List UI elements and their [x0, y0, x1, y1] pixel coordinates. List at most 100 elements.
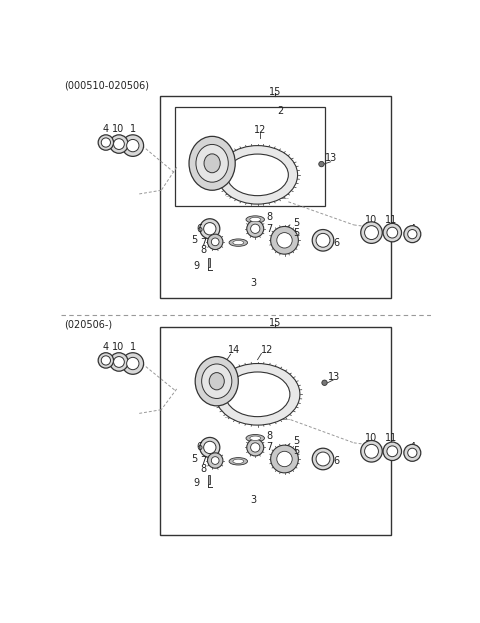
Text: 3: 3	[251, 495, 257, 505]
Text: 8: 8	[266, 431, 272, 441]
Text: 14: 14	[228, 345, 240, 355]
Ellipse shape	[127, 140, 139, 152]
Text: 9: 9	[193, 260, 199, 271]
Ellipse shape	[383, 442, 402, 460]
Text: 13: 13	[328, 373, 341, 383]
Bar	[175, 107, 325, 206]
Ellipse shape	[361, 440, 382, 462]
Ellipse shape	[387, 227, 398, 238]
Ellipse shape	[233, 240, 244, 245]
Ellipse shape	[404, 226, 421, 242]
Ellipse shape	[211, 457, 219, 464]
Text: (000510-020506): (000510-020506)	[64, 80, 149, 90]
Ellipse shape	[189, 136, 235, 190]
Text: 5: 5	[192, 454, 198, 464]
Text: 10: 10	[112, 123, 124, 134]
Text: 6: 6	[196, 224, 202, 234]
Ellipse shape	[316, 234, 330, 247]
Ellipse shape	[277, 451, 292, 467]
Text: 7: 7	[201, 456, 207, 466]
Text: 8: 8	[201, 464, 207, 474]
Ellipse shape	[250, 217, 261, 222]
Text: 8: 8	[201, 245, 207, 255]
Text: 12: 12	[262, 345, 274, 355]
Ellipse shape	[211, 238, 219, 245]
Bar	[208, 258, 210, 267]
Bar	[160, 327, 391, 535]
Ellipse shape	[408, 448, 417, 457]
Ellipse shape	[217, 146, 298, 204]
Ellipse shape	[251, 443, 260, 452]
Ellipse shape	[404, 444, 421, 461]
Ellipse shape	[365, 444, 378, 459]
Ellipse shape	[408, 229, 417, 239]
Text: 8: 8	[266, 212, 272, 222]
Ellipse shape	[215, 363, 300, 425]
Text: 1: 1	[130, 123, 136, 134]
Ellipse shape	[251, 224, 260, 234]
Ellipse shape	[207, 234, 223, 250]
Ellipse shape	[209, 373, 224, 390]
Ellipse shape	[98, 353, 114, 368]
Text: 6: 6	[334, 237, 340, 247]
Ellipse shape	[202, 364, 232, 399]
Ellipse shape	[98, 135, 114, 150]
Bar	[160, 97, 391, 298]
Ellipse shape	[250, 436, 261, 440]
Text: 4: 4	[103, 343, 109, 353]
Ellipse shape	[246, 434, 264, 442]
Ellipse shape	[200, 219, 220, 239]
Ellipse shape	[196, 145, 228, 182]
Text: 7: 7	[201, 237, 207, 247]
Text: 9: 9	[193, 478, 199, 488]
Text: 12: 12	[253, 125, 266, 135]
Text: 6: 6	[196, 442, 202, 452]
Ellipse shape	[229, 239, 248, 246]
Text: 5: 5	[293, 446, 299, 456]
Text: 4: 4	[103, 123, 109, 134]
Ellipse shape	[312, 229, 334, 251]
Ellipse shape	[271, 445, 299, 473]
Ellipse shape	[204, 222, 216, 235]
Ellipse shape	[246, 216, 264, 223]
Ellipse shape	[200, 437, 220, 457]
Text: 6: 6	[334, 456, 340, 466]
Ellipse shape	[207, 453, 223, 468]
Ellipse shape	[122, 353, 144, 374]
Ellipse shape	[312, 448, 334, 470]
Ellipse shape	[204, 154, 220, 173]
Text: 7: 7	[266, 442, 272, 452]
Text: 1: 1	[130, 343, 136, 353]
Text: 4: 4	[409, 224, 415, 234]
Ellipse shape	[233, 459, 244, 464]
Ellipse shape	[195, 356, 238, 406]
Text: 5: 5	[192, 235, 198, 245]
Text: 7: 7	[266, 224, 272, 234]
Text: 10: 10	[365, 214, 377, 224]
Text: 5: 5	[293, 436, 299, 446]
Ellipse shape	[361, 222, 382, 244]
Ellipse shape	[277, 232, 292, 248]
Ellipse shape	[271, 226, 299, 254]
Text: 13: 13	[325, 153, 337, 163]
Ellipse shape	[114, 139, 124, 150]
Text: 5: 5	[293, 227, 299, 237]
Ellipse shape	[365, 226, 378, 239]
Ellipse shape	[247, 439, 264, 456]
Ellipse shape	[110, 353, 128, 371]
Ellipse shape	[247, 221, 264, 237]
Ellipse shape	[204, 441, 216, 454]
Text: 10: 10	[112, 343, 124, 353]
Ellipse shape	[114, 356, 124, 368]
Ellipse shape	[387, 446, 398, 457]
Text: 2: 2	[277, 106, 284, 116]
Ellipse shape	[227, 154, 288, 196]
Ellipse shape	[229, 458, 248, 465]
Text: 10: 10	[365, 433, 377, 443]
Text: 11: 11	[384, 433, 397, 443]
Ellipse shape	[101, 356, 110, 365]
Text: 15: 15	[269, 87, 281, 97]
Text: 4: 4	[409, 442, 415, 452]
Circle shape	[322, 380, 327, 386]
Text: 11: 11	[384, 214, 397, 224]
